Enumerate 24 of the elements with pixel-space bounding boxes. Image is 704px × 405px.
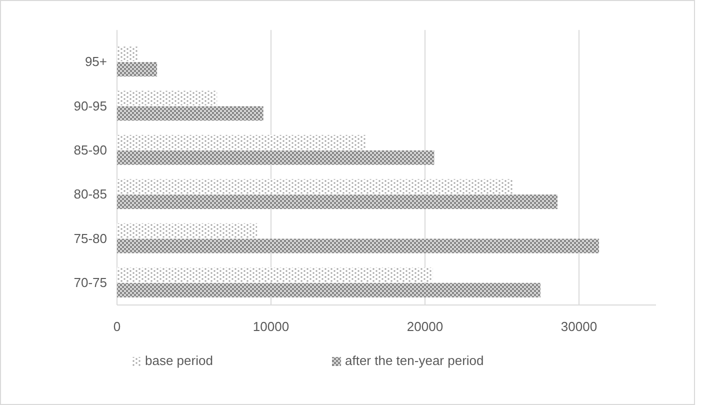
x-tick-label: 20000 xyxy=(406,319,444,334)
y-tick-label: 75-80 xyxy=(74,230,107,246)
y-tick-label: 95+ xyxy=(84,54,107,70)
legend-label: base period xyxy=(145,353,213,368)
x-tick-label: 0 xyxy=(113,319,121,334)
x-tick-label: 10000 xyxy=(252,319,290,334)
bar xyxy=(117,90,218,106)
bar xyxy=(117,194,558,210)
y-tick-label: 85-90 xyxy=(74,142,107,158)
bar xyxy=(117,223,258,238)
bar xyxy=(117,134,366,150)
bar xyxy=(117,179,513,194)
bar xyxy=(117,150,434,165)
y-tick-label: 80-85 xyxy=(74,186,107,202)
x-tick-label: 30000 xyxy=(560,319,598,334)
bar xyxy=(117,106,264,121)
bar xyxy=(117,267,433,282)
bar xyxy=(117,238,600,254)
bar xyxy=(117,46,139,62)
y-tick-label: 70-75 xyxy=(74,274,107,290)
legend-label: after the ten-year period xyxy=(345,353,484,368)
bar xyxy=(117,62,158,77)
y-tick-label: 90-95 xyxy=(74,98,107,114)
bar xyxy=(117,282,540,298)
